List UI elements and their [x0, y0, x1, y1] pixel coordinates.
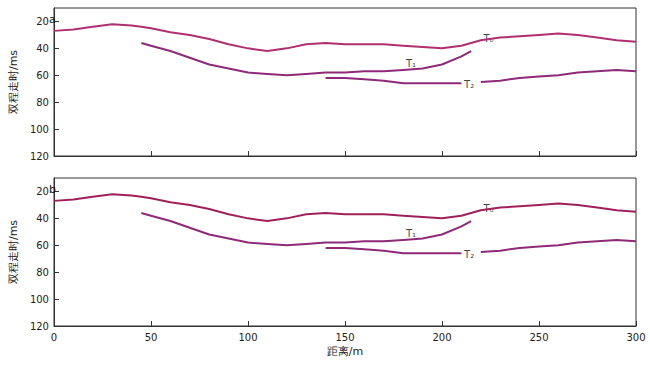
svg-text:50: 50	[145, 332, 158, 343]
svg-text:0: 0	[51, 332, 57, 343]
svg-text:200: 200	[432, 332, 451, 343]
svg-text:40: 40	[36, 213, 49, 224]
svg-text:a: a	[49, 13, 56, 26]
svg-text:T₂: T₂	[463, 249, 474, 260]
svg-text:100: 100	[30, 294, 49, 305]
svg-text:20: 20	[36, 186, 49, 197]
svg-text:80: 80	[36, 97, 49, 108]
svg-text:T₁: T₁	[405, 58, 416, 69]
svg-text:双程走时/ms: 双程走时/ms	[7, 50, 20, 114]
svg-text:100: 100	[30, 124, 49, 135]
svg-text:60: 60	[36, 70, 49, 81]
svg-text:双程走时/ms: 双程走时/ms	[7, 220, 20, 284]
svg-text:T₁: T₁	[405, 228, 416, 239]
svg-text:20: 20	[36, 16, 49, 27]
svg-text:100: 100	[238, 332, 257, 343]
svg-text:40: 40	[36, 43, 49, 54]
svg-text:120: 120	[30, 151, 49, 162]
svg-text:250: 250	[529, 332, 548, 343]
svg-text:120: 120	[30, 321, 49, 332]
svg-text:300: 300	[626, 332, 645, 343]
svg-text:150: 150	[335, 332, 354, 343]
svg-text:T₀: T₀	[483, 33, 494, 45]
svg-text:T₀: T₀	[483, 203, 494, 215]
svg-text:T₂: T₂	[463, 79, 474, 90]
svg-text:b: b	[49, 183, 56, 196]
svg-text:80: 80	[36, 267, 49, 278]
svg-text:60: 60	[36, 240, 49, 251]
svg-text:距离/m: 距离/m	[327, 345, 363, 358]
